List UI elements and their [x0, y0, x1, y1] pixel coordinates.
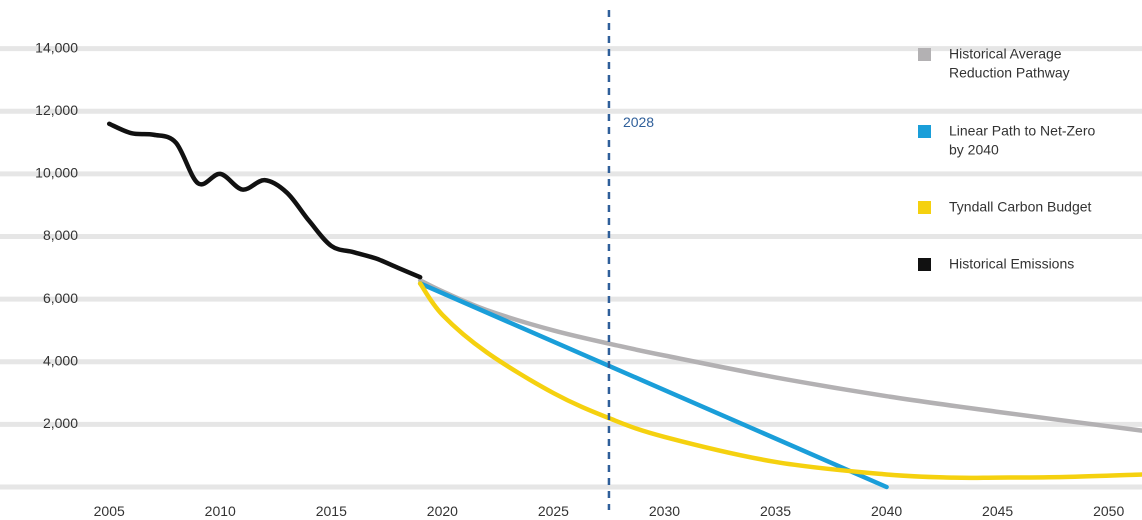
legend-label: Historical Emissions	[949, 256, 1074, 272]
series-historical-emissions	[106, 121, 423, 280]
x-tick-label: 2005	[94, 503, 125, 519]
annotation-label: 2028	[623, 114, 654, 130]
legend-swatch	[918, 201, 931, 214]
y-tick-label: 12,000	[35, 102, 78, 118]
legend-swatch	[918, 125, 931, 138]
x-tick-label: 2050	[1093, 503, 1124, 519]
x-tick-label: 2010	[205, 503, 236, 519]
y-tick-label: 2,000	[43, 415, 78, 431]
legend-label: Historical Average	[949, 46, 1062, 62]
series-lines	[106, 121, 1142, 490]
y-axis-tick-labels: 2,000 4,000 6,000 8,000 10,000 12,000 14,000	[35, 39, 78, 431]
x-tick-label: 2030	[649, 503, 680, 519]
x-tick-label: 2045	[982, 503, 1013, 519]
x-tick-label: 2020	[427, 503, 458, 519]
y-tick-label: 10,000	[35, 165, 78, 181]
x-tick-label: 2015	[316, 503, 347, 519]
legend-label: by 2040	[949, 142, 999, 158]
y-tick-label: 8,000	[43, 227, 78, 243]
series-historical-average	[417, 278, 1142, 433]
x-tick-label: 2025	[538, 503, 569, 519]
y-tick-label: 4,000	[43, 352, 78, 368]
series-linear-net-zero	[417, 281, 889, 490]
legend-label: Linear Path to Net-Zero	[949, 123, 1096, 139]
legend-swatch	[918, 258, 931, 271]
legend-swatch	[918, 48, 931, 61]
x-tick-label: 2040	[871, 503, 902, 519]
y-tick-label: 14,000	[35, 39, 78, 55]
x-axis-tick-labels: 2005 2010 2015 2020 2025 2030 2035 2040 2045 2050	[94, 503, 1125, 519]
series-tyndall-budget	[417, 281, 1142, 481]
legend-label: Reduction Pathway	[949, 65, 1070, 81]
legend: Historical Average Reduction Pathway Linea…	[918, 46, 1096, 272]
legend-label: Tyndall Carbon Budget	[949, 199, 1092, 215]
y-tick-label: 6,000	[43, 290, 78, 306]
annotation-2028: 2028	[607, 10, 654, 510]
x-tick-label: 2035	[760, 503, 791, 519]
